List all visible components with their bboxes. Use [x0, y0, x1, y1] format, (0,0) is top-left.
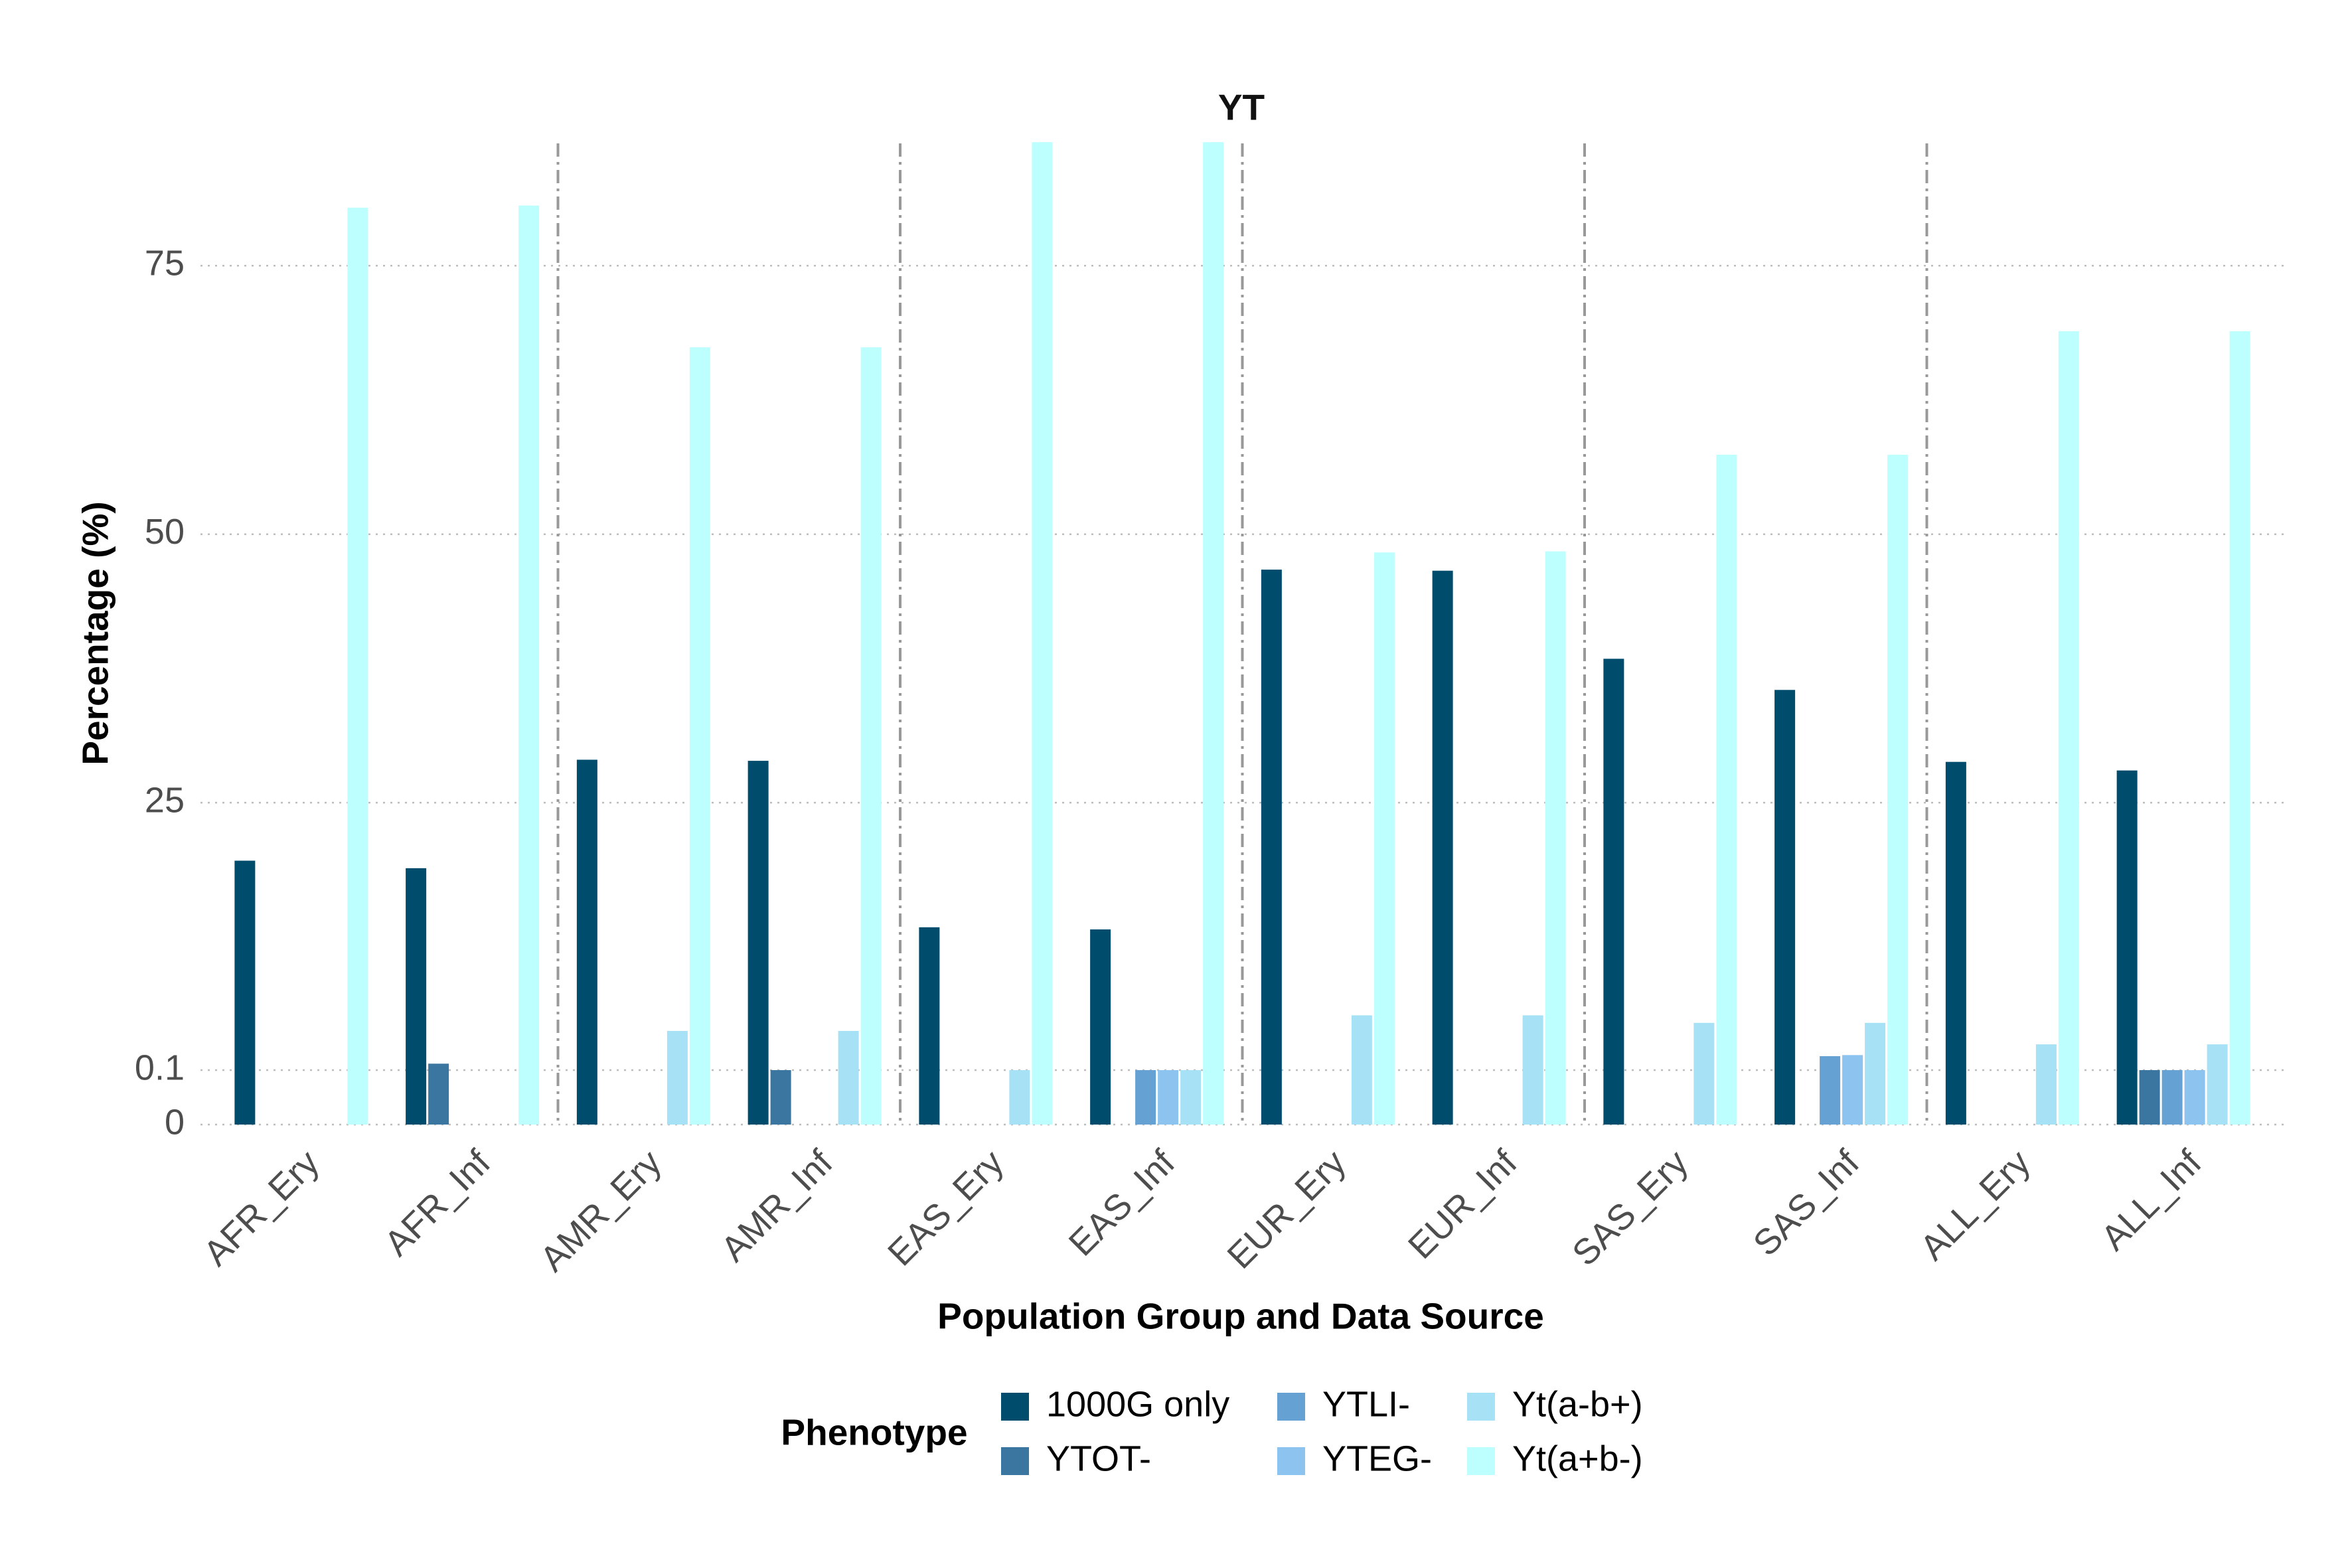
y-tick-label: 50: [145, 512, 185, 552]
bar: [1693, 1022, 1715, 1125]
y-tick-label: 0.1: [135, 1048, 185, 1087]
bar: [2035, 1044, 2057, 1125]
bar: [2139, 1070, 2160, 1125]
legend-label: Yt(a-b+): [1512, 1384, 1643, 1424]
bar: [576, 759, 597, 1125]
x-axis-title: Population Group and Data Source: [937, 1296, 1544, 1337]
y-tick-label: 25: [145, 780, 185, 820]
bar: [1603, 659, 1624, 1125]
bar: [770, 1070, 791, 1125]
bar: [1203, 142, 1224, 1125]
legend-label: YTOT-: [1046, 1439, 1151, 1478]
y-tick-label: 0: [165, 1102, 185, 1142]
bar: [2161, 1070, 2183, 1125]
bar: [666, 1030, 688, 1125]
bar: [1261, 570, 1282, 1125]
legend-label: YTEG-: [1322, 1439, 1432, 1478]
bar: [2058, 331, 2079, 1125]
bar: [2184, 1070, 2205, 1125]
legend-key: [1467, 1393, 1495, 1421]
bar: [1158, 1070, 1179, 1125]
bar: [689, 347, 710, 1125]
bar: [1945, 761, 1966, 1125]
bar: [1545, 551, 1566, 1125]
legend-key: [1277, 1393, 1305, 1421]
legend-key: [1001, 1393, 1029, 1421]
legend-key: [1277, 1447, 1305, 1475]
bar: [1774, 690, 1796, 1125]
bar: [2229, 331, 2250, 1125]
bar: [1820, 1056, 1841, 1125]
bar: [1716, 454, 1737, 1125]
bar: [1090, 929, 1111, 1125]
bar: [1351, 1015, 1372, 1125]
bar: [1373, 552, 1395, 1125]
bar: [406, 868, 427, 1125]
bar: [1180, 1070, 1202, 1125]
y-axis-title: Percentage (%): [75, 501, 116, 765]
bar: [919, 927, 940, 1125]
bar: [1009, 1070, 1030, 1125]
legend-key: [1467, 1447, 1495, 1475]
bar: [428, 1063, 449, 1125]
bar: [1432, 570, 1453, 1125]
chart-title: YT: [1218, 87, 1265, 128]
bar: [1522, 1015, 1543, 1125]
legend-label: Yt(a+b-): [1512, 1439, 1643, 1478]
y-tick-label: 75: [145, 243, 185, 283]
bar: [1887, 454, 1909, 1125]
bar: [838, 1030, 859, 1125]
bar: [234, 860, 256, 1125]
bar: [1865, 1022, 1886, 1125]
bar: [1842, 1055, 1863, 1125]
bar: [747, 761, 769, 1125]
bar: [2116, 770, 2138, 1125]
bar: [860, 347, 882, 1125]
legend-key: [1001, 1447, 1029, 1475]
bar: [347, 207, 368, 1125]
bar: [1032, 142, 1053, 1125]
bar: [518, 205, 540, 1125]
legend-title: Phenotype: [781, 1412, 967, 1453]
bar: [1135, 1070, 1156, 1125]
bar: [2207, 1044, 2228, 1125]
legend-label: YTLI-: [1322, 1384, 1410, 1424]
legend-label: 1000G only: [1046, 1384, 1229, 1424]
